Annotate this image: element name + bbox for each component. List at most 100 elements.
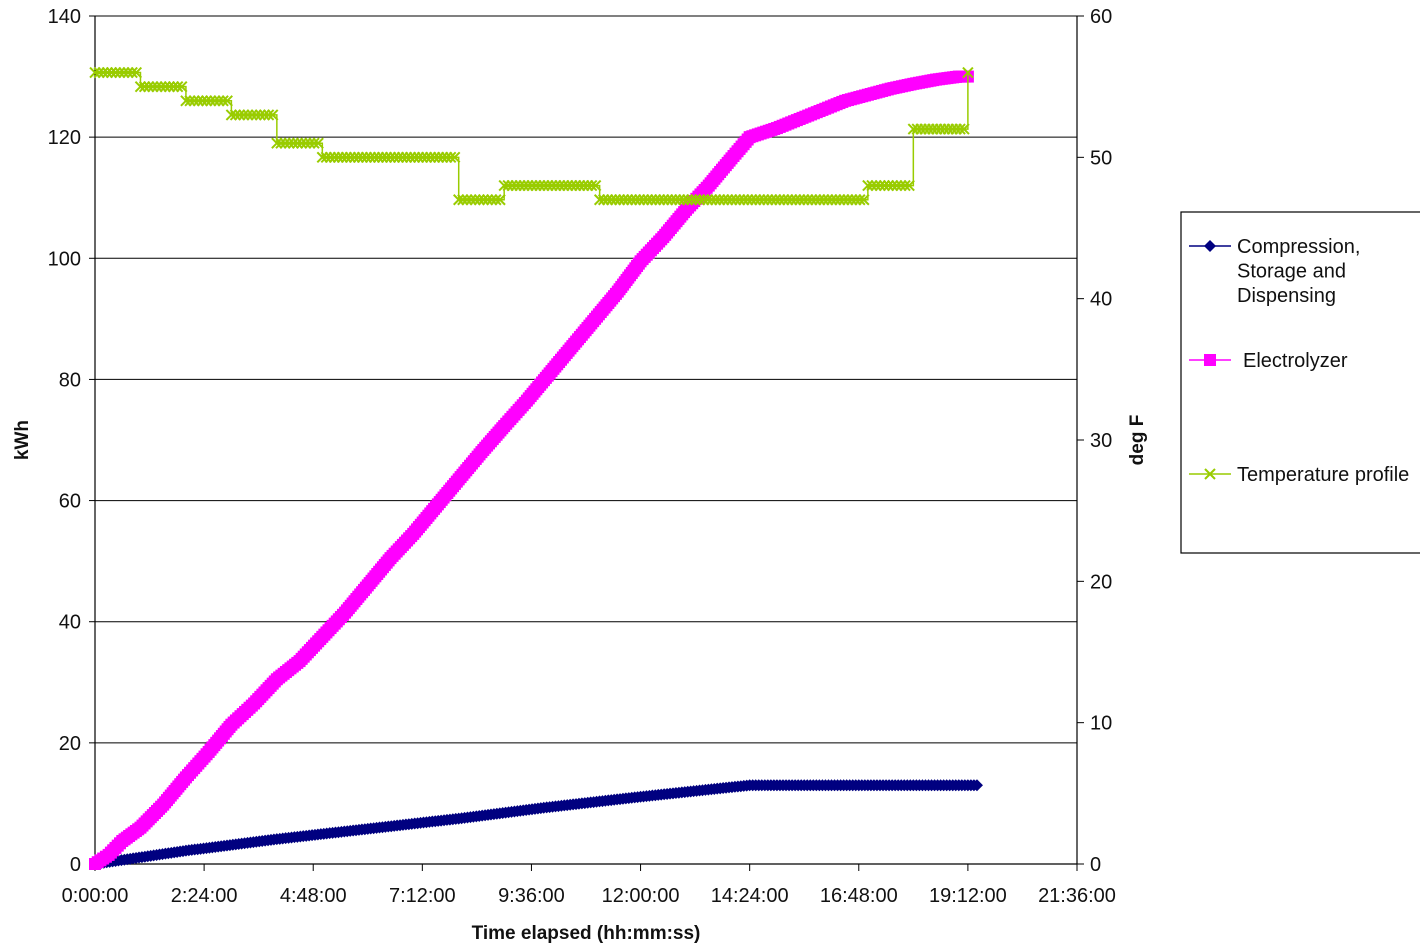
data-point <box>448 151 461 164</box>
x-tick-label: 0:00:00 <box>62 885 129 907</box>
legend: Compression, Storage and Dispensing Electro… <box>1180 211 1420 554</box>
data-point <box>895 179 907 192</box>
legend-label: Electrolyzer <box>1243 350 1348 372</box>
data-point <box>242 109 254 121</box>
data-point <box>200 95 213 107</box>
y-axis-title: kWh <box>12 420 33 460</box>
legend-item-0: Compression, Storage and Dispensing <box>1189 236 1360 307</box>
data-point <box>457 194 469 206</box>
data-point <box>130 66 143 79</box>
data-point <box>258 109 271 121</box>
x-tick-label: 7:12:00 <box>389 885 456 907</box>
data-point <box>184 95 196 107</box>
y-tick-label: 40 <box>59 612 81 634</box>
x-tick-label: 12:00:00 <box>602 885 680 907</box>
data-point <box>444 151 457 164</box>
data-point <box>874 179 886 192</box>
data-point <box>254 109 267 121</box>
y2-tick-label: 10 <box>1090 713 1112 735</box>
data-point <box>171 80 184 93</box>
y-tick-label: 140 <box>48 6 81 28</box>
data-point <box>878 179 891 192</box>
data-point <box>89 66 101 79</box>
data-point <box>101 66 114 79</box>
data-point <box>238 109 250 121</box>
data-point <box>151 80 163 93</box>
x-tick-label: 2:24:00 <box>171 885 238 907</box>
data-point <box>275 137 287 149</box>
data-point <box>490 194 502 206</box>
y-tick-label: 0 <box>70 854 81 876</box>
data-point <box>147 80 159 93</box>
data-point <box>304 137 316 149</box>
series-line <box>94 783 977 866</box>
x-tick-label: 4:48:00 <box>280 885 347 907</box>
data-point <box>486 194 498 206</box>
data-point <box>283 137 295 149</box>
y-tick-label: 60 <box>59 491 81 513</box>
data-point <box>899 179 911 192</box>
data-point <box>287 137 300 149</box>
data-point <box>473 194 486 206</box>
data-point <box>854 194 866 206</box>
data-point <box>213 95 225 107</box>
data-point <box>970 779 983 792</box>
data-point <box>118 66 130 79</box>
y2-tick-label: 20 <box>1090 571 1112 593</box>
data-point <box>246 109 258 121</box>
x-tick-label: 19:12:00 <box>929 885 1007 907</box>
legend-box <box>1180 211 1420 554</box>
data-point <box>188 95 200 107</box>
x-axis-title: Time elapsed (hh:mm:ss) <box>472 923 701 944</box>
data-point <box>250 109 262 121</box>
legend-item-2: Temperature profile <box>1189 464 1409 486</box>
axes: 0 20 40 60 80 100 120 140 0 10 20 30 40 50 60 0:00:00 2:… <box>48 6 1116 907</box>
x-tick-label: 9:36:00 <box>498 885 565 907</box>
x-tick-label: 16:48:00 <box>820 885 898 907</box>
data-point <box>958 123 970 135</box>
data-point <box>262 109 275 121</box>
data-point <box>312 137 324 149</box>
data-point <box>225 109 238 121</box>
x-tick-label: 21:36:00 <box>1038 885 1116 907</box>
data-point <box>138 80 151 93</box>
data-point <box>221 95 233 107</box>
data-point <box>903 179 915 192</box>
data-point <box>134 80 147 93</box>
data-point <box>93 66 105 79</box>
y-tick-label: 100 <box>48 248 81 270</box>
data-point <box>176 80 188 93</box>
data-point <box>279 137 291 149</box>
data-point <box>308 137 320 149</box>
data-point <box>862 179 874 192</box>
data-point <box>267 109 279 121</box>
data-point <box>196 95 209 107</box>
data-point <box>163 80 176 93</box>
data-point <box>143 80 155 93</box>
y-tick-label: 80 <box>59 369 81 391</box>
data-point <box>954 123 966 135</box>
data-point <box>481 194 494 206</box>
y2-tick-label: 50 <box>1090 147 1112 169</box>
data-point <box>585 179 598 192</box>
data-point <box>300 137 312 149</box>
data-point <box>159 80 171 93</box>
series-layer <box>89 66 983 870</box>
legend-swatch-marker <box>1204 354 1216 366</box>
data-point <box>291 137 304 149</box>
legend-label: Compression, Storage and Dispensing <box>1237 236 1360 307</box>
data-point <box>105 66 118 79</box>
data-point <box>126 66 138 79</box>
data-point <box>882 179 895 192</box>
legend-label: Temperature profile <box>1237 464 1409 486</box>
data-point <box>589 179 602 192</box>
data-point <box>866 179 878 192</box>
data-point <box>891 179 903 192</box>
legend-swatch-marker <box>1204 468 1216 480</box>
y-tick-label: 20 <box>59 733 81 755</box>
data-point <box>962 66 974 79</box>
data-point <box>494 194 506 206</box>
y2-axis-title: deg F <box>1127 415 1148 466</box>
y-tick-label: 120 <box>48 127 81 149</box>
data-point <box>461 194 473 206</box>
